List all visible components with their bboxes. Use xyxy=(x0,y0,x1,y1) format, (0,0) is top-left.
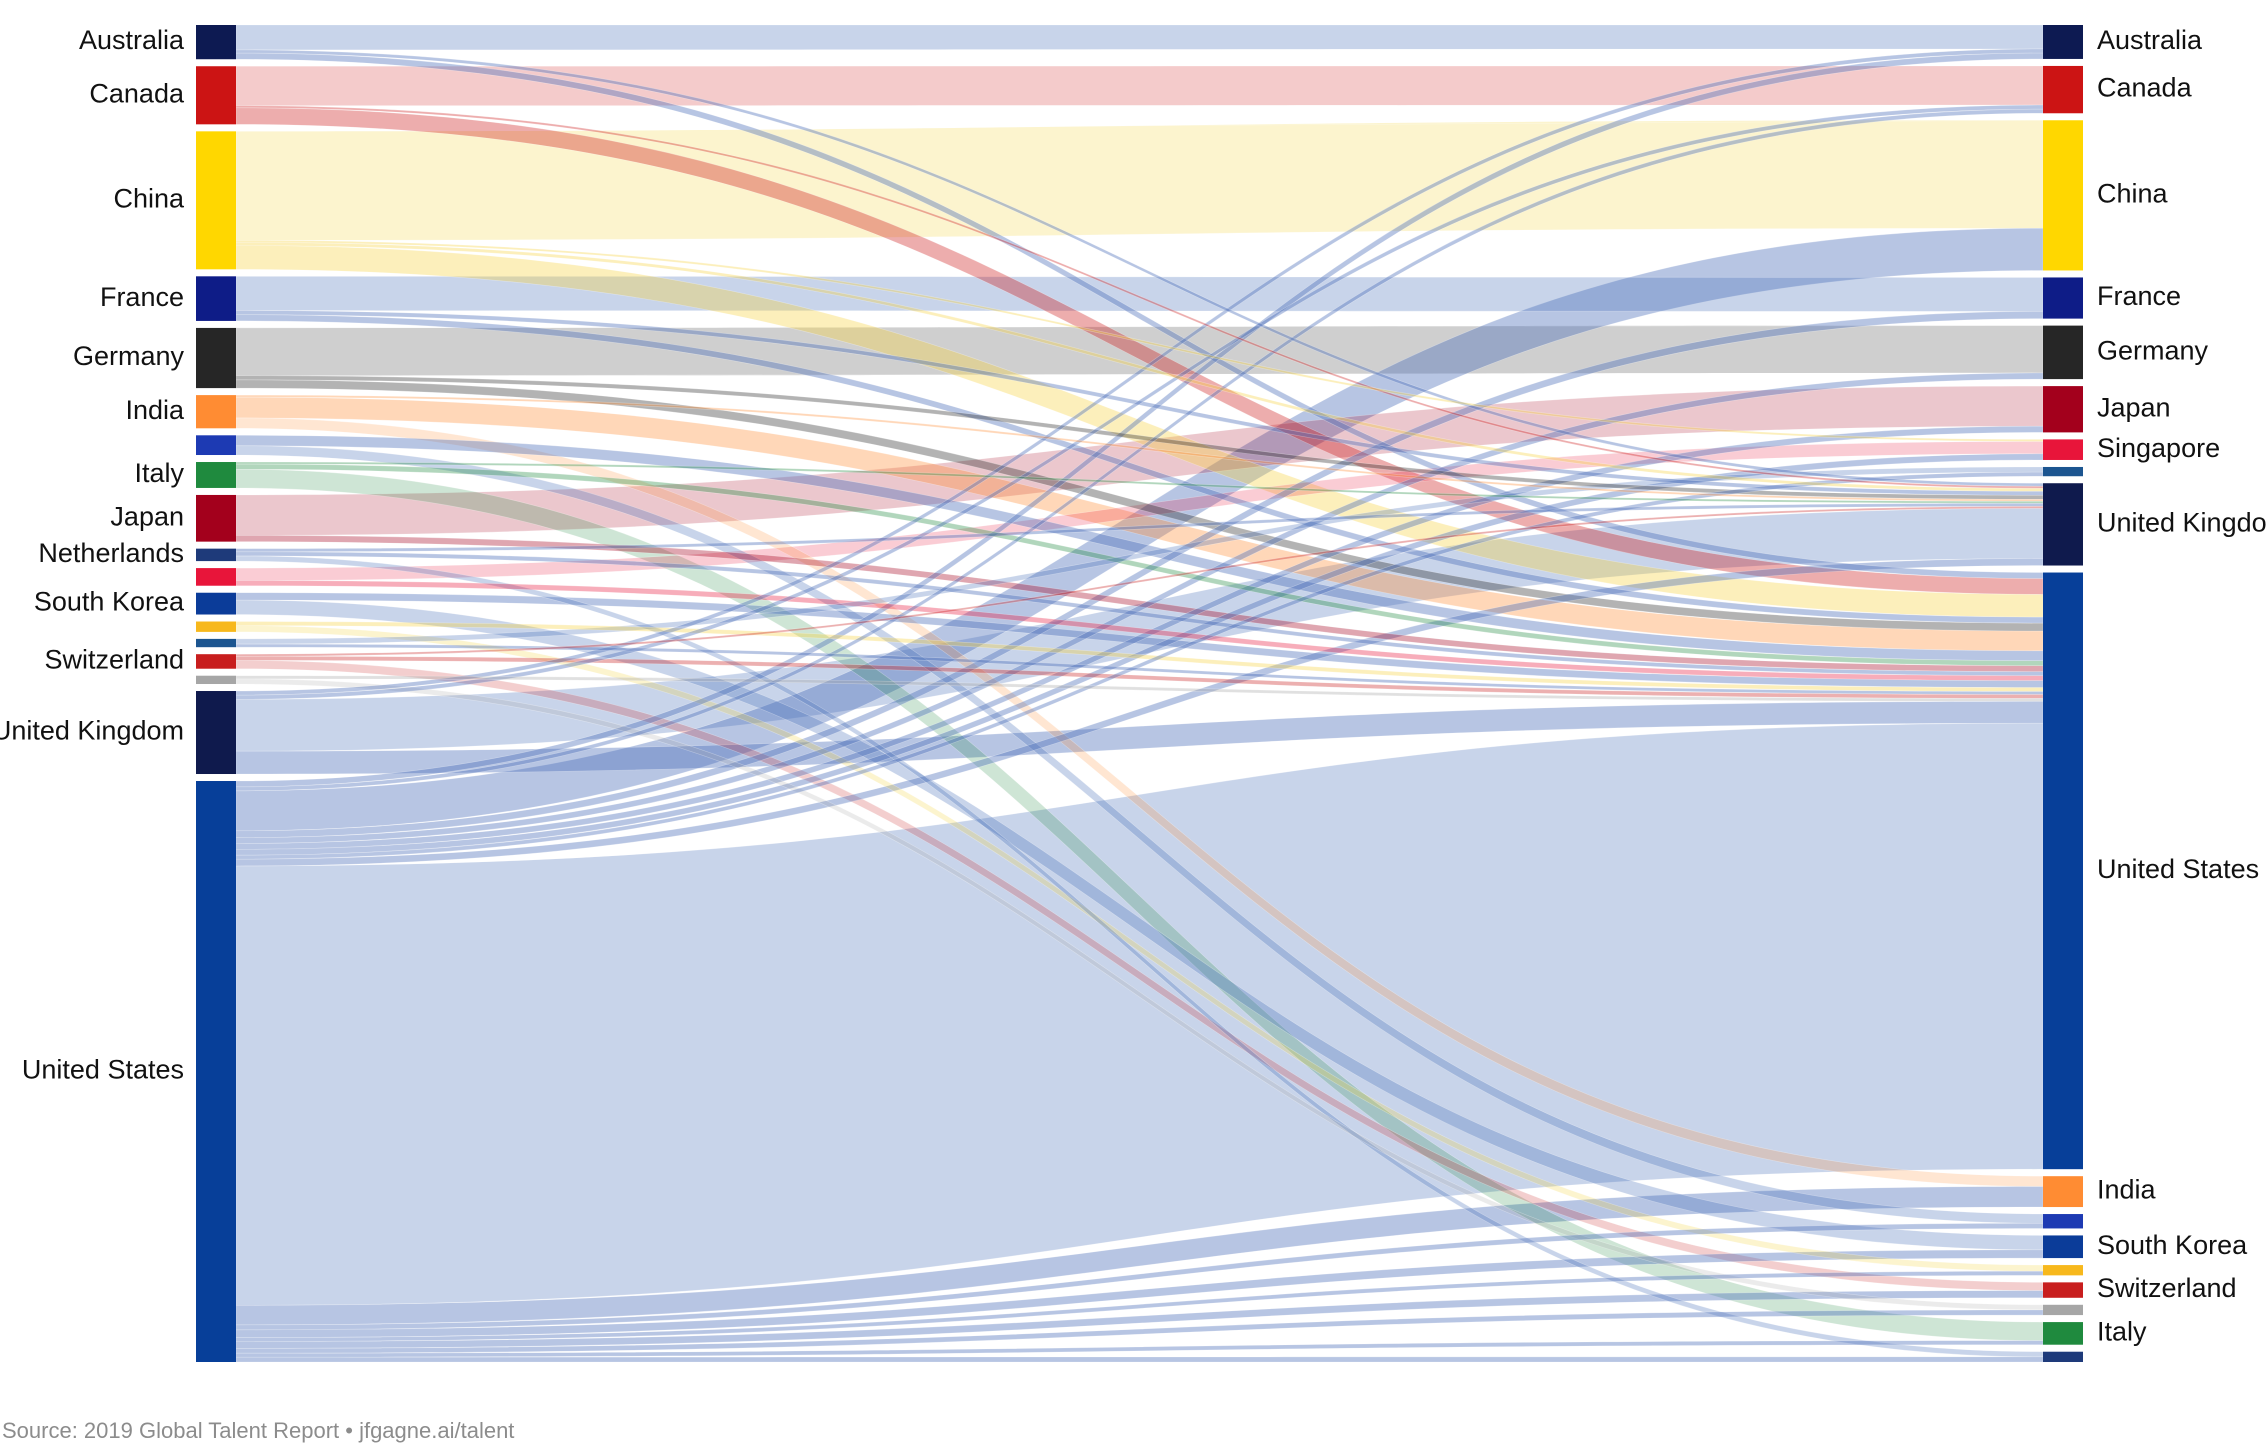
left-label-india: India xyxy=(125,395,185,425)
right-node-southkorea[interactable] xyxy=(2043,1235,2083,1259)
left-node-blue1[interactable] xyxy=(196,435,236,456)
right-node-germany[interactable] xyxy=(2043,325,2083,380)
right-node-gray[interactable] xyxy=(2043,1304,2083,1316)
right-node-switzerland[interactable] xyxy=(2043,1282,2083,1298)
left-label-united-states: United States xyxy=(22,1055,184,1085)
left-node-gray[interactable] xyxy=(196,675,236,685)
flow-us-to-netherlands[interactable] xyxy=(235,1356,2044,1363)
right-label-singapore: Singapore xyxy=(2097,433,2220,463)
right-label-japan: Japan xyxy=(2097,392,2171,422)
left-node-germany[interactable] xyxy=(196,327,236,389)
right-label-switzerland: Switzerland xyxy=(2097,1273,2237,1303)
nodes-layer xyxy=(196,25,2083,1362)
left-label-italy: Italy xyxy=(134,458,184,488)
left-label-japan: Japan xyxy=(110,501,184,531)
left-label-france: France xyxy=(100,282,184,312)
right-node-blue1[interactable] xyxy=(2043,1214,2083,1229)
left-node-netherlands[interactable] xyxy=(196,548,236,562)
left-label-united-kingdom: United Kingdom xyxy=(0,716,184,746)
flow-us-to-singapore[interactable] xyxy=(235,453,2044,856)
left-node-us[interactable] xyxy=(196,781,236,1362)
right-label-germany: Germany xyxy=(2097,335,2209,365)
flow-us-to-france[interactable] xyxy=(235,311,2044,838)
left-label-canada: Canada xyxy=(89,78,185,108)
right-node-india[interactable] xyxy=(2043,1176,2083,1208)
right-label-india: India xyxy=(2097,1175,2157,1205)
right-node-china[interactable] xyxy=(2043,120,2083,271)
right-node-italy[interactable] xyxy=(2043,1322,2083,1345)
left-node-australia[interactable] xyxy=(196,25,236,60)
left-node-yellow[interactable] xyxy=(196,621,236,632)
right-node-uk[interactable] xyxy=(2043,483,2083,566)
right-node-yellow[interactable] xyxy=(2043,1265,2083,1276)
left-node-italy[interactable] xyxy=(196,462,236,488)
right-node-singapore[interactable] xyxy=(2043,439,2083,460)
right-node-canada[interactable] xyxy=(2043,65,2083,114)
right-node-france[interactable] xyxy=(2043,277,2083,319)
left-node-singapore[interactable] xyxy=(196,568,236,586)
right-label-united-states: United States xyxy=(2097,854,2259,884)
left-label-south-korea: South Korea xyxy=(34,587,185,617)
left-node-china[interactable] xyxy=(196,131,236,270)
left-label-netherlands: Netherlands xyxy=(38,538,184,568)
flow-us-to-southkorea[interactable] xyxy=(235,1249,2044,1338)
right-label-italy: Italy xyxy=(2097,1317,2147,1347)
left-node-blue2[interactable] xyxy=(196,638,236,648)
left-label-china: China xyxy=(113,183,185,213)
left-label-germany: Germany xyxy=(73,341,185,371)
right-node-blue2[interactable] xyxy=(2043,466,2083,477)
left-node-southkorea[interactable] xyxy=(196,592,236,615)
left-node-india[interactable] xyxy=(196,395,236,429)
right-label-china: China xyxy=(2097,178,2169,208)
left-node-japan[interactable] xyxy=(196,494,236,542)
right-node-australia[interactable] xyxy=(2043,25,2083,59)
right-node-netherlands[interactable] xyxy=(2043,1351,2083,1362)
flow-us-to-canada[interactable] xyxy=(235,108,2044,792)
right-label-australia: Australia xyxy=(2097,25,2203,55)
left-node-france[interactable] xyxy=(196,276,236,321)
source-note: Source: 2019 Global Talent Report • jfga… xyxy=(2,1418,514,1443)
left-label-switzerland: Switzerland xyxy=(44,645,184,675)
right-label-united-kingdom: United Kingdom xyxy=(2097,508,2268,538)
left-node-canada[interactable] xyxy=(196,66,236,125)
right-node-us[interactable] xyxy=(2043,572,2083,1170)
flow-australia-to-australia[interactable] xyxy=(235,24,2044,51)
labels-layer: Australia Canada China France Germany India It… xyxy=(0,25,2268,1346)
left-node-uk[interactable] xyxy=(196,691,236,775)
left-label-australia: Australia xyxy=(79,25,185,55)
right-label-south-korea: South Korea xyxy=(2097,1230,2248,1260)
right-node-japan[interactable] xyxy=(2043,386,2083,433)
left-node-switzerland[interactable] xyxy=(196,654,236,669)
right-label-canada: Canada xyxy=(2097,73,2193,103)
flows-layer xyxy=(235,24,2044,1363)
right-label-france: France xyxy=(2097,281,2181,311)
